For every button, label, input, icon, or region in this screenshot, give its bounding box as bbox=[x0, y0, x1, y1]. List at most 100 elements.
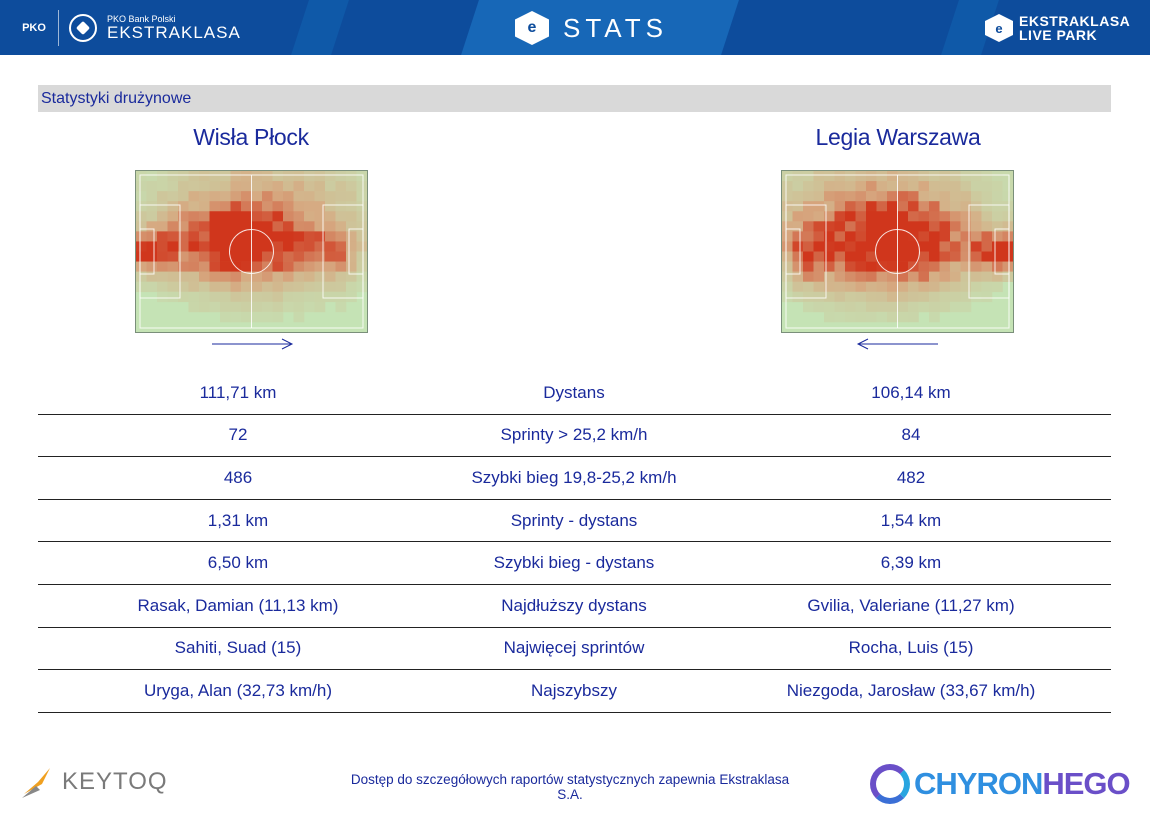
heatmap-cell bbox=[908, 171, 919, 182]
heatmap-cell bbox=[971, 181, 982, 192]
home-stat-value: 486 bbox=[223, 467, 253, 487]
heatmap-cell bbox=[209, 261, 221, 272]
heatmap-cell bbox=[272, 181, 284, 192]
heatmap-cell bbox=[230, 181, 242, 192]
heatmap-cell bbox=[897, 241, 909, 252]
heatmap-cell bbox=[834, 271, 846, 282]
heatmap-cell bbox=[918, 281, 930, 293]
heatmap-cell bbox=[929, 221, 940, 232]
heatmap-cell bbox=[241, 171, 252, 182]
heatmap-cell bbox=[157, 271, 168, 282]
heatmap-cell bbox=[241, 221, 252, 232]
heatmap-cell bbox=[220, 311, 231, 323]
heatmap-cell bbox=[230, 281, 242, 293]
chyronhego-logo[interactable]: CHYRONHEGO bbox=[870, 764, 1131, 804]
heatmap-cell bbox=[971, 191, 982, 202]
heatmap-cell bbox=[918, 171, 930, 182]
live-park-logo[interactable]: e EKSTRAKLASA LIVE PARK bbox=[985, 12, 1130, 44]
heatmap-cell bbox=[335, 251, 347, 262]
heatmap-cell bbox=[136, 281, 147, 293]
heatmap-cell bbox=[929, 211, 940, 222]
heatmap-cell bbox=[981, 261, 993, 272]
keytoq-logo[interactable]: KEYTOQ bbox=[20, 764, 168, 800]
heatmap-cell bbox=[157, 211, 168, 222]
brand-text: PKO Bank Polski EKSTRAKLASA bbox=[107, 14, 241, 42]
heatmap-cell bbox=[157, 291, 168, 303]
heatmap-cell bbox=[939, 231, 951, 242]
heatmap-cell bbox=[136, 271, 147, 282]
heatmap-cell bbox=[167, 231, 179, 242]
heatmap-cell bbox=[866, 211, 877, 222]
heatmap-cell bbox=[293, 171, 305, 182]
heatmap-cell bbox=[887, 271, 898, 282]
heatmap-cell bbox=[188, 211, 200, 222]
heatmap-cell bbox=[866, 291, 877, 303]
heatmap-cell bbox=[1002, 231, 1013, 242]
heatmap-cell bbox=[992, 251, 1003, 262]
heatmap-cell bbox=[293, 201, 305, 212]
heatmap-cell bbox=[199, 231, 210, 242]
heatmap-cell bbox=[356, 191, 367, 202]
heatmap-cell bbox=[824, 271, 835, 282]
heatmap-cell bbox=[960, 261, 972, 272]
heatmap-cell bbox=[199, 221, 210, 232]
pko-ekstraklasa-logo[interactable]: PKO PKO Bank Polski EKSTRAKLASA bbox=[20, 8, 241, 48]
heatmap-cell bbox=[887, 241, 898, 252]
heatmap-cell bbox=[188, 171, 200, 182]
heatmap-cell bbox=[803, 291, 814, 303]
heatmap-cell bbox=[908, 191, 919, 202]
heatmap-cell bbox=[178, 231, 189, 242]
heatmap-cell bbox=[866, 301, 877, 313]
heatmap-cell bbox=[157, 261, 168, 272]
home-stat-value: Sahiti, Suad (15) bbox=[174, 638, 302, 658]
heatmap-cell bbox=[146, 241, 158, 252]
heatmap-cell bbox=[834, 171, 846, 182]
heatmap-cell bbox=[356, 271, 367, 282]
heatmap-cell bbox=[971, 261, 982, 272]
heatmap-cell bbox=[230, 241, 242, 252]
heatmap-cell bbox=[971, 291, 982, 303]
heatmap-cell bbox=[272, 251, 284, 262]
heatmap-cell bbox=[782, 191, 793, 202]
heatmap-cell bbox=[897, 191, 909, 202]
header-decor-stripe bbox=[291, 0, 349, 55]
heatmap-cell bbox=[241, 271, 252, 282]
heatmap-cell bbox=[293, 231, 305, 242]
heatmap-cell bbox=[897, 261, 909, 272]
heatmap-cell bbox=[209, 291, 221, 303]
heatmap-cell bbox=[792, 231, 804, 242]
heatmap-cell bbox=[209, 271, 221, 282]
stat-row: Uryga, Alan (32,73 km/h) Najszybszy Niez… bbox=[38, 670, 1111, 713]
heatmap-cell bbox=[325, 271, 336, 282]
heatmap-cell bbox=[356, 201, 367, 212]
heatmap-cell bbox=[262, 301, 273, 313]
heatmap-cell bbox=[803, 301, 814, 313]
home-heatmap bbox=[135, 170, 368, 333]
heatmap-cell bbox=[325, 231, 336, 242]
heatmap-cell bbox=[178, 241, 189, 252]
heatmap-cell bbox=[346, 201, 357, 212]
heatmap-cell bbox=[293, 301, 305, 313]
stat-row: 6,50 km Szybki bieg - dystans 6,39 km bbox=[38, 542, 1111, 585]
heatmap-cell bbox=[272, 211, 284, 222]
heatmap-cell bbox=[929, 191, 940, 202]
keytoq-logo-text: KEYTOQ bbox=[62, 768, 168, 795]
heatmap-cell bbox=[813, 181, 825, 192]
heatmap-cell bbox=[782, 271, 793, 282]
heatmap-cell bbox=[782, 241, 793, 252]
heatmap-cell bbox=[251, 231, 263, 242]
heatmap-cell bbox=[950, 271, 961, 282]
heatmap-cell bbox=[803, 271, 814, 282]
heatmap-cell bbox=[262, 311, 273, 323]
heatmap-cell bbox=[283, 271, 294, 282]
heatmap-cell bbox=[325, 211, 336, 222]
heatmap-cell bbox=[813, 291, 825, 303]
heatmap-cell bbox=[262, 201, 273, 212]
heatmap-cell bbox=[960, 231, 972, 242]
heatmap-cell bbox=[908, 301, 919, 313]
attack-direction-right-arrow-icon bbox=[212, 338, 294, 350]
heatmap-cell bbox=[845, 171, 856, 182]
heatmap-cell bbox=[241, 201, 252, 212]
heatmap-cell bbox=[918, 211, 930, 222]
heatmap-cell bbox=[992, 271, 1003, 282]
